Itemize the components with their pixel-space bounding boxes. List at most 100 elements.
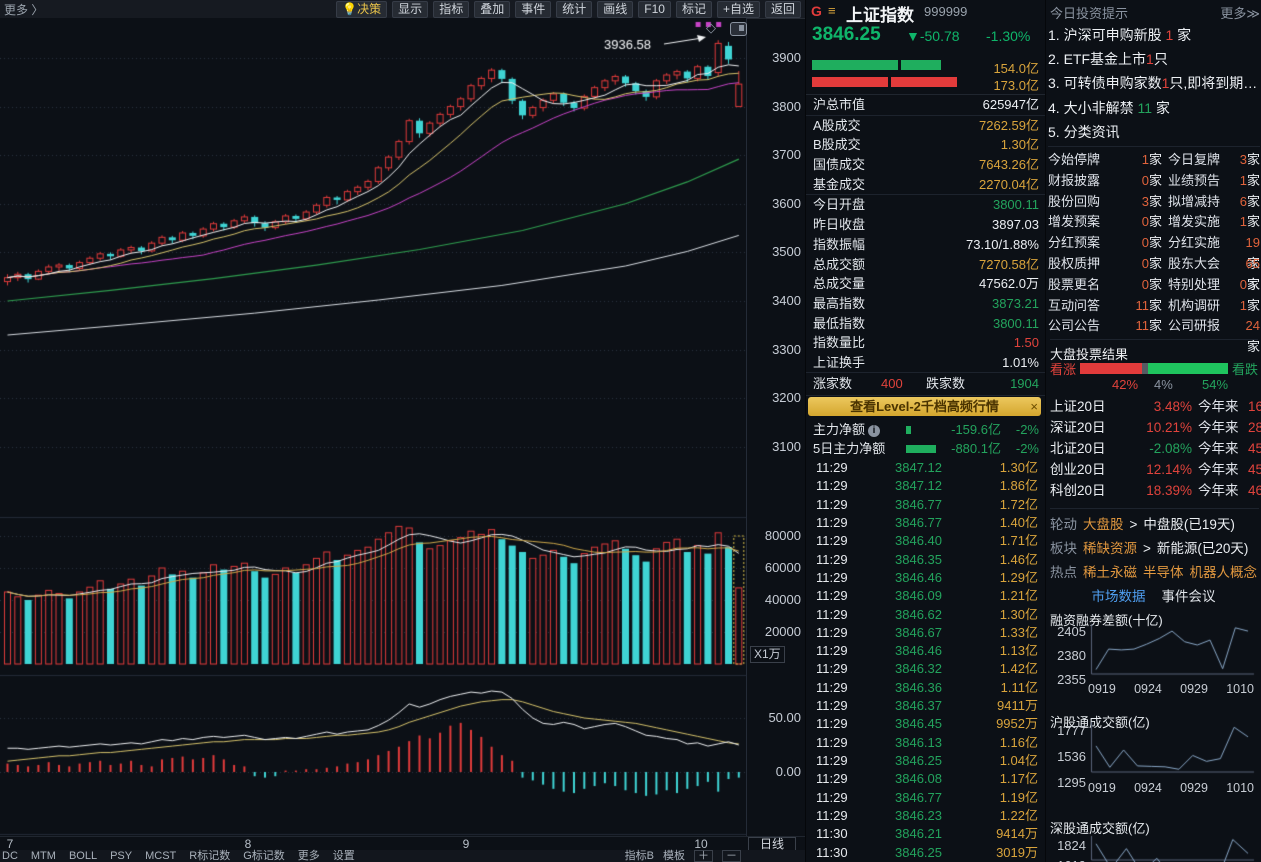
mini-y-label: 1536 <box>1057 749 1086 764</box>
toolbar-button-决策[interactable]: 💡决策 <box>336 1 388 18</box>
tool-zoom[interactable]: ＋ <box>694 850 713 862</box>
toolbar-button-指标[interactable]: 指标 <box>433 1 470 18</box>
tab-事件会议[interactable]: 事件会议 <box>1161 589 1216 604</box>
toolbar-button-画线[interactable]: 画线 <box>597 1 634 18</box>
price-axis-label: 3300 <box>772 341 801 357</box>
stat-value: 3家 <box>1118 192 1162 213</box>
rotation-row: 板块 稀缺资源 > 新能源(已20天) <box>1050 537 1259 561</box>
quote-row-指数量比: 指数量比 1.50 <box>806 333 1045 353</box>
rotation-item[interactable]: > <box>1143 541 1151 556</box>
rotation-item[interactable]: 机器人概念 <box>1189 565 1258 580</box>
stats-grid-row[interactable]: 股份回购 3家 拟增减持 6家 <box>1048 192 1260 213</box>
info-icon[interactable]: i <box>868 425 881 437</box>
tip-item-2[interactable]: 2. ETF基金上市1只 <box>1048 47 1261 71</box>
tool-模板[interactable]: 模板 <box>663 850 685 862</box>
toolbar-button-叠加[interactable]: 叠加 <box>474 1 511 18</box>
toolbar-button-返回[interactable]: 返回 <box>764 1 801 18</box>
tool-指标B[interactable]: 指标B <box>624 850 654 862</box>
tick-list[interactable]: 11:29 3847.12 1.30亿 11:29 3847.12 1.86亿 11:29 3… <box>806 459 1045 862</box>
diamond-marker-icon[interactable]: ◇ <box>706 20 716 35</box>
tip-item-5[interactable]: 5. 分类资讯 <box>1048 120 1261 144</box>
indicator-button-MCST[interactable]: MCST <box>145 850 177 862</box>
five-flow-label: 5日主力净额 <box>813 441 886 456</box>
rotation-item[interactable]: 新能源(已20天) <box>1156 541 1249 556</box>
indicator-button-G标记数[interactable]: G标记数 <box>243 850 285 862</box>
rotation-item[interactable]: 稀缺资源 <box>1083 541 1137 556</box>
stat-label: 公司研报 <box>1168 318 1221 334</box>
stat-unit: 家 <box>1148 152 1162 167</box>
stats-grid-row[interactable]: 股票更名 0家 特别处理 0家 <box>1048 275 1260 296</box>
hk-sz-connect-chart[interactable] <box>1090 834 1256 862</box>
tool-zoom[interactable]: － <box>722 850 741 862</box>
tick-time: 11:29 <box>816 643 848 659</box>
rotation-item[interactable]: 半导体 <box>1143 565 1184 580</box>
stats-grid-row[interactable]: 公司公告 11家 公司研报 24家 <box>1048 316 1260 354</box>
tip-item-3[interactable]: 3. 可转债申购家数1只,即将到期… <box>1048 71 1261 95</box>
main-chart-canvas[interactable] <box>0 18 746 836</box>
indicator-button-DC[interactable]: DC <box>2 850 18 862</box>
tip-item-4[interactable]: 4. 大小非解禁 11 家 <box>1048 96 1261 120</box>
volume-axis-label: 20000 <box>764 624 801 639</box>
index-performance-row: 北证20日 -2.08% 今年来 45.20% <box>1050 438 1261 459</box>
toolbar-button-事件[interactable]: 事件 <box>515 1 552 18</box>
level2-banner[interactable]: 查看Level-2千档高频行情 × <box>808 397 1041 416</box>
stat-value: 65家 <box>1238 254 1260 296</box>
indicator-button-设置[interactable]: 设置 <box>332 850 355 862</box>
tick-row: 11:29 3846.36 1.11亿 <box>806 679 1045 697</box>
stat-number: 0 <box>1141 214 1149 230</box>
stat-value: 24 家 <box>1238 316 1260 358</box>
price-axis-label: 3900 <box>772 50 801 65</box>
toolbar-button-+自选[interactable]: +自选 <box>716 1 760 18</box>
stats-grid-row[interactable]: 今始停牌 1家 今日复牌 3家 <box>1048 150 1260 171</box>
rotation-item[interactable]: 稀土永磁 <box>1083 565 1137 580</box>
quote-row-value: 625947亿 <box>982 97 1039 112</box>
rotation-item[interactable]: 大盘股 <box>1083 517 1124 532</box>
indicator-button-更多[interactable]: 更多 <box>297 850 320 862</box>
tab-市场数据[interactable]: 市场数据 <box>1091 589 1146 604</box>
tip-item-1[interactable]: 1. 沪深可申购新股 1 家 <box>1048 23 1261 47</box>
stats-grid-row[interactable]: 分红预案 0家 分红实施 19家 <box>1048 233 1260 271</box>
banner-close-icon[interactable]: × <box>1030 399 1038 414</box>
margin-balance-chart[interactable] <box>1090 622 1256 680</box>
tick-price: 3846.21 <box>895 826 942 842</box>
panel-toggle-icon[interactable] <box>730 22 747 36</box>
tick-price: 3846.45 <box>895 716 942 732</box>
x-axis-label: 9 <box>462 837 470 851</box>
stat-value: 1家 <box>1238 171 1260 192</box>
stats-grid-row[interactable]: 增发预案 0家 增发实施 1家 <box>1048 212 1260 233</box>
stat-label: 今日复牌 <box>1168 152 1221 167</box>
indicator-button-R标记数[interactable]: R标记数 <box>189 850 231 862</box>
tick-row: 11:29 3846.37 9411万 <box>806 697 1045 715</box>
price-row: 3846.25 ▼-50.78 -1.30% <box>806 24 1045 48</box>
indicator-button-MTM[interactable]: MTM <box>30 850 56 862</box>
toolbar-button-标记[interactable]: 标记 <box>675 1 712 18</box>
price-axis-label: 3700 <box>772 147 801 163</box>
index-performance-row: 上证20日 3.48% 今年来 16.27% <box>1050 396 1261 417</box>
quote-row-value: 1.50 <box>1013 335 1039 351</box>
tip-text: 家 <box>1152 99 1170 116</box>
rotation-item[interactable]: > <box>1129 517 1138 532</box>
hamburger-icon[interactable]: ≡ <box>828 3 836 18</box>
tick-price: 3846.62 <box>895 606 942 622</box>
tips-more-link[interactable]: 更多≫ <box>1220 6 1260 21</box>
stats-grid-row[interactable]: 互动问答 11家 机构调研 1家 <box>1048 296 1260 317</box>
toolbar-button-显示[interactable]: 显示 <box>392 1 429 18</box>
indicator-button-PSY[interactable]: PSY <box>110 850 133 862</box>
stats-grid-row[interactable]: 股权质押 0家 股东大会 65家 <box>1048 254 1260 292</box>
more-link[interactable]: 更多 〉 <box>4 2 44 17</box>
rotation-row: 热点 稀土永磁 半导体 机器人概念 <box>1050 561 1259 585</box>
quote-row-value: 2270.04亿 <box>979 176 1039 192</box>
quote-row-label: 总成交额 <box>813 256 866 272</box>
volume-axis-label: 60000 <box>764 560 801 575</box>
stat-value: 11家 <box>1118 316 1162 358</box>
price-axis-label: 3600 <box>772 195 801 211</box>
hk-sh-connect-chart[interactable] <box>1090 720 1256 778</box>
toolbar-button-统计[interactable]: 统计 <box>556 1 593 18</box>
toolbar-button-F10[interactable]: F10 <box>638 1 671 18</box>
indicator-button-BOLL[interactable]: BOLL <box>68 850 98 862</box>
price-axis-label: 3400 <box>772 293 801 308</box>
tick-price: 3846.46 <box>895 569 942 585</box>
stats-grid-row[interactable]: 财报披露 0家 业绩预告 1家 <box>1048 171 1260 192</box>
rotation-item[interactable]: 中盘股(已19天) <box>1143 517 1235 532</box>
quote-row-label: B股成交 <box>813 137 861 153</box>
